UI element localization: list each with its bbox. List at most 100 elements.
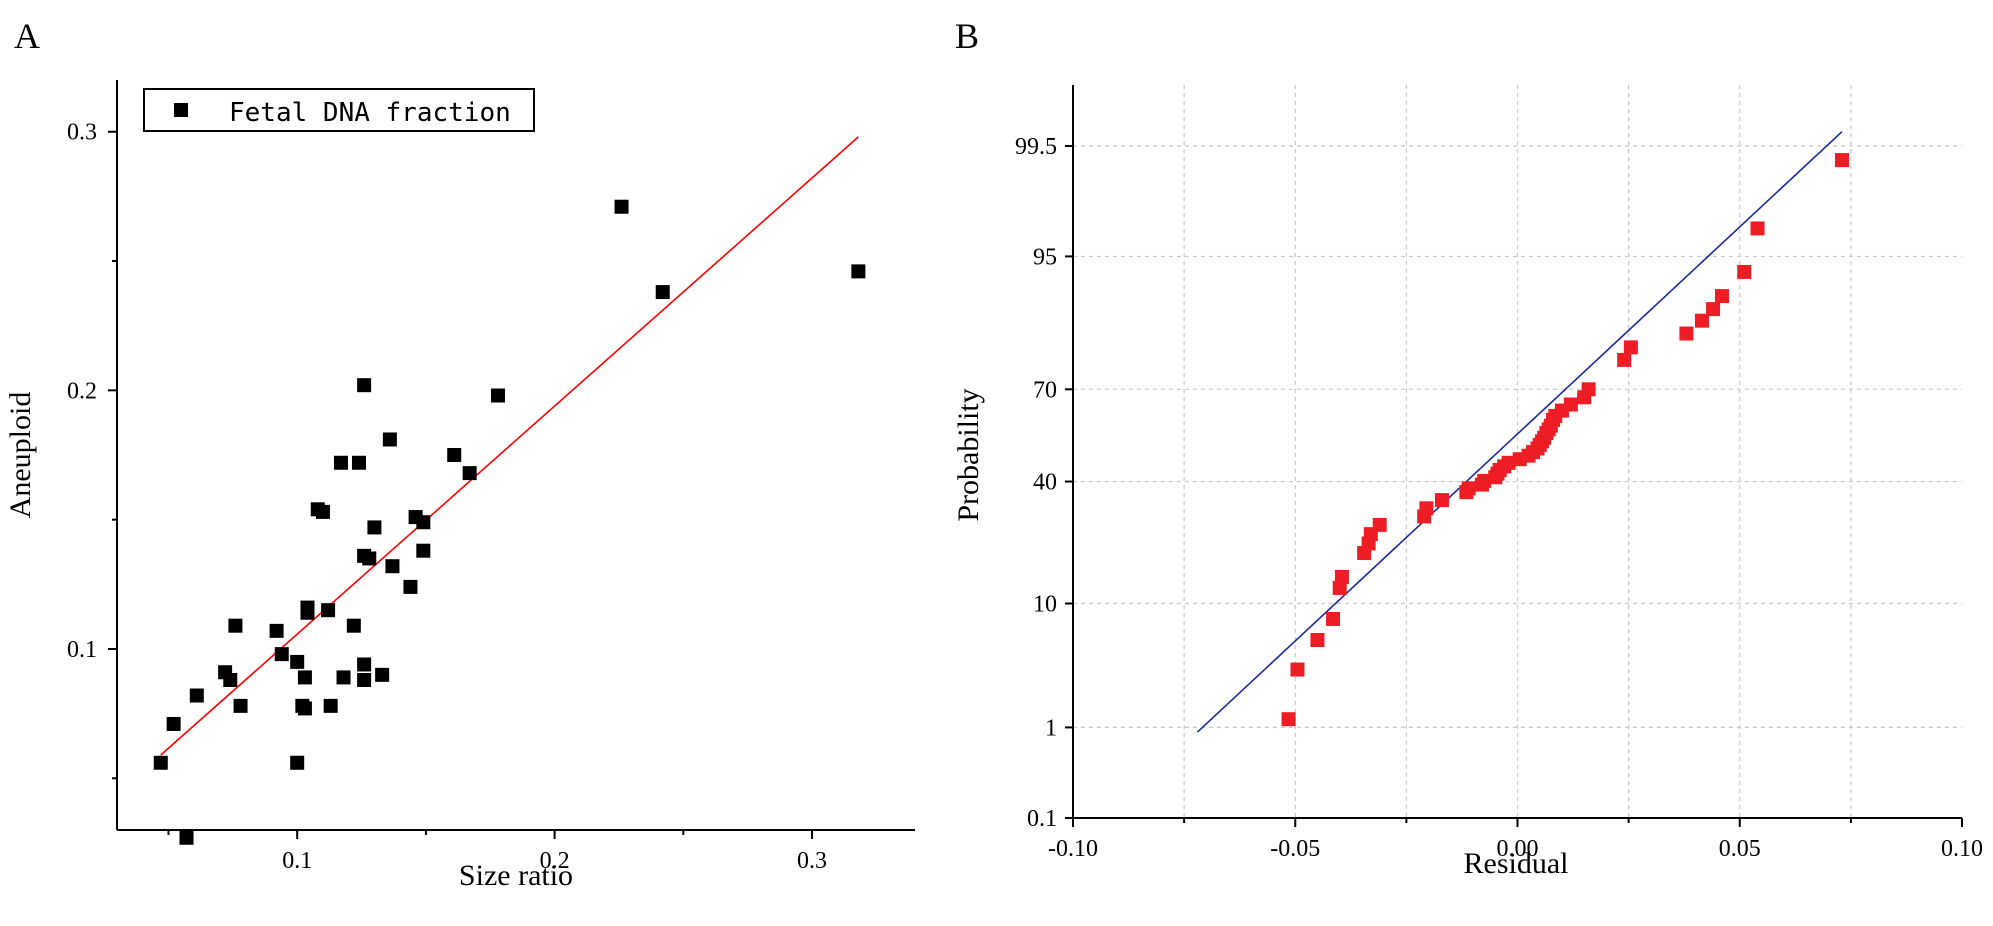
- data-point: [1706, 302, 1721, 317]
- data-point: [1477, 473, 1492, 488]
- panel-a-chart: 0.1 0.2 0.30.10.20.3 Size ratio Aneuploid …: [4, 80, 915, 892]
- data-point: [189, 688, 204, 703]
- panel-a-ticks: 0.1 0.2 0.3 0.1 0.2 0.3: [67, 120, 827, 874]
- data-point: [1334, 569, 1349, 584]
- data-point: [290, 654, 305, 669]
- panel-letter-b: B: [955, 16, 979, 56]
- fit-line: [1196, 131, 1843, 733]
- data-point: [297, 701, 312, 716]
- data-point: [290, 755, 305, 770]
- data-point: [1714, 289, 1729, 304]
- data-point: [1617, 352, 1632, 367]
- data-point: [385, 559, 400, 574]
- x-tick-label: -0.10: [1048, 836, 1098, 862]
- data-point: [333, 455, 348, 470]
- y-tick-label: 1: [1045, 715, 1057, 741]
- data-point: [416, 515, 431, 530]
- fit-line: [160, 136, 859, 756]
- data-point: [1434, 493, 1449, 508]
- panel-a-fit-layer: [160, 136, 859, 756]
- data-point: [233, 698, 248, 713]
- data-point: [462, 466, 477, 481]
- data-point: [1501, 455, 1516, 470]
- data-point: [223, 673, 238, 687]
- data-point: [1834, 153, 1849, 168]
- y-tick-label: 0.1: [67, 637, 97, 663]
- data-point: [153, 755, 168, 770]
- x-tick-label: -0.05: [1270, 836, 1320, 862]
- data-point: [300, 605, 315, 620]
- x-tick-label: 0.2: [540, 848, 570, 874]
- y-tick-label: 95: [1033, 244, 1057, 270]
- data-point: [269, 623, 284, 638]
- data-point: [179, 830, 194, 845]
- panel-b-y-axis-title: Probability: [952, 388, 985, 521]
- data-point: [1290, 662, 1305, 677]
- panel-b-fit-layer: [1196, 131, 1843, 733]
- x-tick-label: 0.00: [1497, 836, 1539, 862]
- data-point: [1750, 221, 1765, 236]
- data-point: [851, 264, 866, 279]
- y-tick-label: 0.1: [1027, 806, 1057, 832]
- data-point: [1332, 580, 1347, 595]
- panel-a-x-axis-title: Size ratio: [459, 859, 573, 892]
- data-point: [1326, 611, 1341, 626]
- data-point: [367, 520, 382, 535]
- legend-label: Fetal DNA fraction: [229, 98, 511, 128]
- data-point: [321, 603, 336, 618]
- data-point: [297, 670, 312, 685]
- data-point: [447, 448, 462, 462]
- data-point: [382, 432, 397, 447]
- data-point: [1563, 397, 1578, 412]
- data-point: [1461, 481, 1476, 496]
- data-point: [1581, 382, 1596, 397]
- data-point: [403, 579, 418, 594]
- data-point: [655, 285, 670, 300]
- y-tick-label: 40: [1033, 470, 1057, 496]
- data-point: [1694, 313, 1709, 328]
- data-point: [315, 504, 330, 519]
- data-point: [357, 378, 372, 393]
- y-tick-label: 0.3: [67, 120, 97, 146]
- panel-a-y-axis-title: Aneuploid: [4, 392, 37, 519]
- panel-a-legend: Fetal DNA fraction: [143, 88, 535, 132]
- panel-letter-a: A: [14, 16, 40, 56]
- data-point: [357, 657, 372, 672]
- data-point: [1623, 340, 1638, 355]
- data-point: [1679, 326, 1694, 341]
- data-point: [228, 618, 243, 633]
- legend-marker: [174, 103, 188, 117]
- data-point: [416, 543, 431, 558]
- data-point: [614, 199, 629, 214]
- data-point: [357, 673, 372, 687]
- legend-box: [143, 88, 535, 132]
- y-tick-label: 70: [1033, 377, 1057, 403]
- panel-b-points: [1281, 153, 1849, 727]
- data-point: [351, 455, 366, 470]
- data-point: [1419, 501, 1434, 516]
- data-point: [166, 716, 181, 731]
- data-point: [346, 618, 361, 633]
- data-point: [323, 698, 338, 713]
- x-tick-label: 0.10: [1941, 836, 1983, 862]
- panel-b-chart: -0.10 -0.05 0.00 0.05 0.10 0.1 1 10 40 70 95 99.5 R…: [952, 85, 1983, 880]
- data-point: [490, 388, 505, 403]
- x-tick-label: 0.05: [1719, 836, 1761, 862]
- y-tick-label: 0.2: [67, 378, 97, 404]
- x-tick-label: 0.1: [282, 848, 312, 874]
- panel-a-points: [153, 199, 866, 845]
- data-point: [1737, 264, 1752, 279]
- data-point: [1372, 517, 1387, 532]
- y-tick-label: 99.5: [1015, 134, 1057, 160]
- data-point: [375, 667, 390, 682]
- y-tick-label: 10: [1033, 591, 1057, 617]
- data-point: [336, 670, 351, 685]
- data-point: [1281, 712, 1296, 727]
- data-point: [274, 647, 289, 662]
- panel-b-grid: [1073, 85, 1962, 818]
- x-tick-label: 0.3: [797, 848, 827, 874]
- panel-b-x-axis-title: Residual: [1464, 847, 1569, 880]
- data-point: [362, 551, 377, 566]
- data-point: [1310, 632, 1325, 647]
